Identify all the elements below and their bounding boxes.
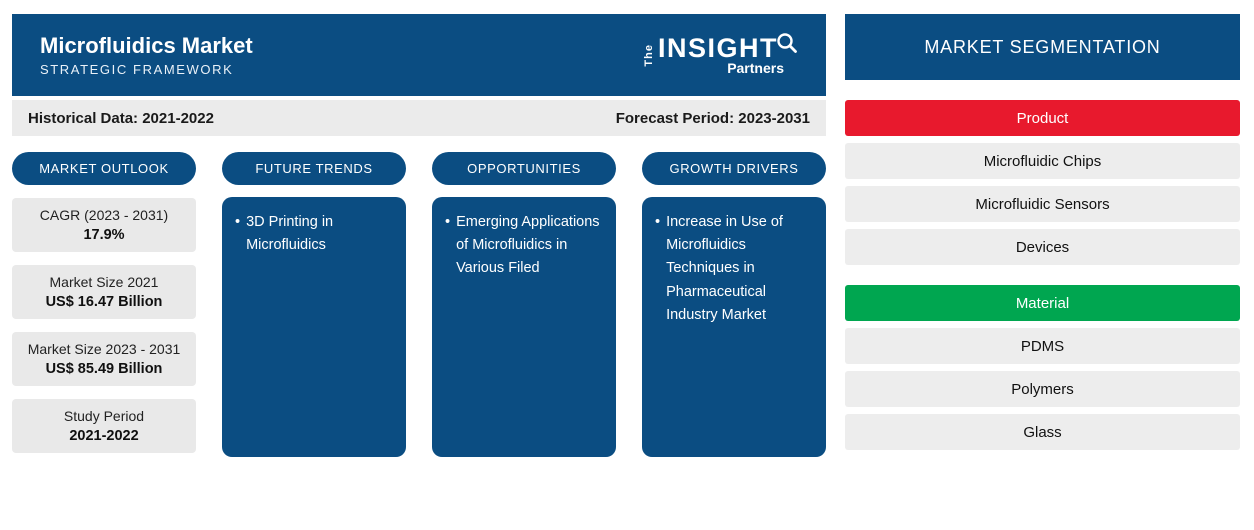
segment-item-glass: Glass: [845, 414, 1240, 450]
list-item-text: 3D Printing in Microfluidics: [246, 214, 334, 254]
segment-item-devices: Devices: [845, 229, 1240, 265]
list-item: 3D Printing in Microfluidics: [235, 211, 393, 257]
page-title: Microfluidics Market: [40, 32, 253, 58]
segment-group-product: Product: [845, 100, 1240, 136]
growth-drivers-header: GROWTH DRIVERS: [642, 152, 826, 185]
future-trends-header: FUTURE TRENDS: [222, 152, 406, 185]
column-growth-drivers: GROWTH DRIVERS Increase in Use of Microf…: [642, 152, 826, 457]
logo-row: INSIGHT: [657, 32, 798, 63]
bullet-icon: [445, 211, 450, 281]
column-future-trends: FUTURE TRENDS 3D Printing in Microfluidi…: [222, 152, 406, 457]
opportunities-content: Emerging Applications of Microfluidics i…: [432, 197, 616, 457]
segment-group-material: Material: [845, 285, 1240, 321]
stat-box-market-size-2023-2031: Market Size 2023 - 2031 US$ 85.49 Billio…: [12, 332, 196, 386]
list-item: Increase in Use of Microfluidics Techniq…: [655, 211, 813, 327]
main-header: Microfluidics Market STRATEGIC FRAMEWORK…: [12, 14, 826, 96]
historical-data-text: Historical Data: 2021-2022: [28, 109, 214, 127]
magnifier-icon: [777, 33, 797, 53]
opportunities-header: OPPORTUNITIES: [432, 152, 616, 185]
stat-value: 2021-2022: [69, 428, 139, 444]
stat-label: Market Size 2021: [49, 274, 159, 290]
stat-label: CAGR (2023 - 2031): [39, 207, 169, 223]
logo-the-text: The: [642, 43, 655, 67]
framework-columns: MARKET OUTLOOK CAGR (2023 - 2031) 17.9% …: [12, 152, 826, 457]
stat-box-study-period: Study Period 2021-2022: [12, 399, 196, 453]
growth-drivers-content: Increase in Use of Microfluidics Techniq…: [642, 197, 826, 457]
list-item: Emerging Applications of Microfluidics i…: [445, 211, 603, 281]
market-segmentation-panel: MARKET SEGMENTATION Product Microfluidic…: [845, 14, 1240, 450]
stat-label: Study Period: [63, 408, 145, 424]
main-column: Microfluidics Market STRATEGIC FRAMEWORK…: [12, 14, 826, 457]
future-trends-content: 3D Printing in Microfluidics: [222, 197, 406, 457]
segment-item-microfluidic-sensors: Microfluidic Sensors: [845, 186, 1240, 222]
segment-item-pdms: PDMS: [845, 328, 1240, 364]
column-opportunities: OPPORTUNITIES Emerging Applications of M…: [432, 152, 616, 457]
forecast-period-text: Forecast Period: 2023-2031: [615, 109, 810, 127]
list-item-text: Emerging Applications of Microfluidics i…: [456, 214, 600, 277]
period-bar: Historical Data: 2021-2022 Forecast Peri…: [12, 100, 826, 136]
bullet-icon: [235, 211, 240, 257]
stat-value: US$ 85.49 Billion: [45, 361, 163, 377]
stat-box-market-size-2021: Market Size 2021 US$ 16.47 Billion: [12, 265, 196, 319]
page-subtitle: STRATEGIC FRAMEWORK: [40, 62, 234, 78]
column-market-outlook: MARKET OUTLOOK CAGR (2023 - 2031) 17.9% …: [12, 152, 196, 457]
logo-insight-text: INSIGHT: [657, 32, 778, 63]
logo-main: INSIGHT Partners: [657, 32, 798, 76]
segment-item-microfluidic-chips: Microfluidic Chips: [845, 143, 1240, 179]
bullet-icon: [655, 211, 660, 327]
insight-partners-logo: The INSIGHT Partners: [642, 32, 798, 76]
stat-value: US$ 16.47 Billion: [45, 294, 163, 310]
list-item-text: Increase in Use of Microfluidics Techniq…: [666, 214, 783, 323]
logo-partners-text: Partners: [727, 59, 784, 76]
market-outlook-header: MARKET OUTLOOK: [12, 152, 196, 185]
stat-box-cagr: CAGR (2023 - 2031) 17.9%: [12, 198, 196, 252]
market-segmentation-header: MARKET SEGMENTATION: [845, 14, 1240, 80]
stat-label: Market Size 2023 - 2031: [27, 341, 181, 357]
segment-item-polymers: Polymers: [845, 371, 1240, 407]
stat-value: 17.9%: [83, 227, 125, 243]
title-block: Microfluidics Market STRATEGIC FRAMEWORK: [40, 33, 253, 77]
